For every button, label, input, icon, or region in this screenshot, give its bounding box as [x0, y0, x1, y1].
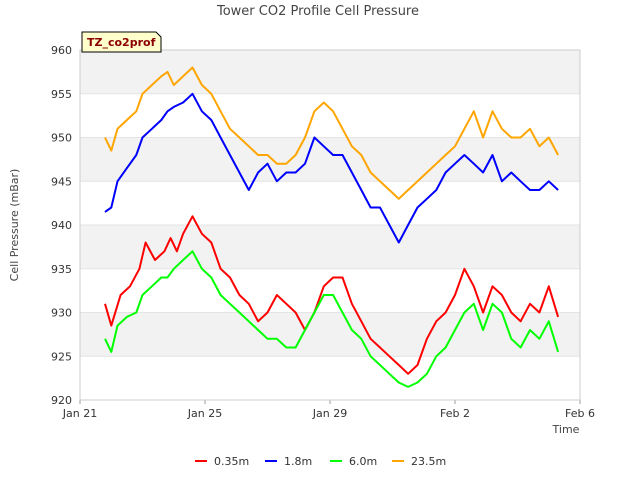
legend-label: 6.0m	[349, 455, 377, 468]
grid-band	[80, 137, 580, 182]
series-line-6-0m	[104, 250, 560, 388]
grid-band	[80, 356, 580, 400]
series-line-23-5m	[104, 66, 559, 200]
series-line-0-35m	[104, 215, 560, 375]
grid-band	[80, 50, 580, 94]
legend-label: 0.35m	[214, 455, 249, 468]
legend-label: 1.8m	[284, 455, 312, 468]
series-lines	[104, 66, 560, 388]
grid-band	[80, 225, 580, 269]
y-tick-label: 925	[51, 350, 72, 363]
site-badge-box	[81, 31, 162, 53]
plot-background	[80, 50, 580, 400]
legend-label: 23.5m	[411, 455, 446, 468]
y-tick-label: 930	[51, 307, 72, 320]
legend: 0.35m 1.8m 6.0m 23.5m	[195, 455, 446, 468]
site-badge: TZ_co2prof	[81, 31, 162, 53]
y-tick-label: 935	[51, 263, 72, 276]
grid-band	[80, 268, 580, 313]
y-tick-label: 960	[51, 44, 72, 57]
x-tick-label: Jan 29	[312, 407, 347, 420]
y-tick-label: 950	[51, 132, 72, 145]
x-tick-label: Jan 25	[187, 407, 222, 420]
x-tick-label: Feb 6	[565, 407, 595, 420]
y-axis-label: Cell Pressure (mBar)	[8, 169, 21, 282]
grid-band	[80, 181, 580, 225]
grid-band	[80, 312, 580, 357]
x-tick-label: Feb 2	[440, 407, 470, 420]
x-tick-label: Jan 21	[62, 407, 97, 420]
site-badge-label: TZ_co2prof	[87, 36, 156, 49]
plot-frame	[79, 49, 581, 401]
x-axis-label: Time	[552, 423, 580, 436]
y-tick-label: 955	[51, 88, 72, 101]
y-tick-label: 920	[51, 394, 72, 407]
y-tick-label: 945	[51, 175, 72, 188]
series-line-1-8m	[104, 92, 559, 244]
x-axis-ticks: Jan 21 Jan 25 Jan 29 Feb 2 Feb 6	[62, 400, 595, 420]
chart-title: Tower CO2 Profile Cell Pressure	[216, 4, 419, 19]
y-tick-label: 940	[51, 219, 72, 232]
